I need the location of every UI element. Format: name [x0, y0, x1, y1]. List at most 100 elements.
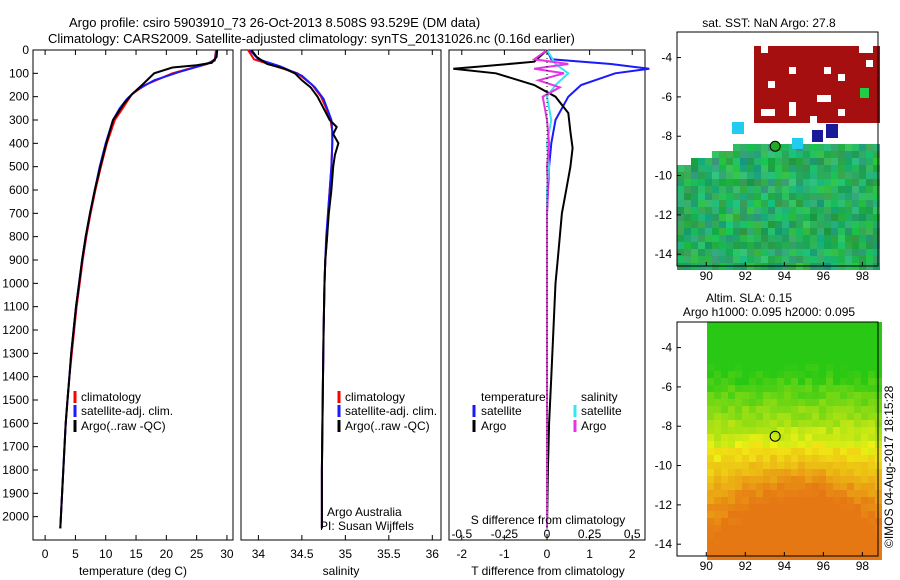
legend-climatology-label: climatology — [81, 390, 141, 404]
sla-cell — [714, 350, 721, 357]
sla-cell — [749, 371, 756, 378]
sst-cell — [719, 207, 726, 214]
sla-cell — [777, 448, 784, 455]
sla-cell — [847, 518, 854, 525]
sst-cell — [859, 67, 866, 74]
sla-cell — [714, 462, 721, 469]
sla-cell — [833, 364, 840, 371]
sst-cell — [852, 256, 859, 263]
sst-cell — [831, 53, 838, 60]
sst-cell — [761, 165, 768, 172]
sst-cell — [684, 186, 691, 193]
sla-cell — [763, 532, 770, 539]
sla-cell — [770, 476, 777, 483]
sla-cell — [868, 455, 875, 462]
sst-cell — [866, 172, 873, 179]
sst-cell — [845, 228, 852, 235]
sla-cell — [728, 518, 735, 525]
sst-cell — [677, 235, 684, 242]
sla-cell — [735, 511, 742, 518]
sla-cell — [770, 413, 777, 420]
sla-cell — [812, 378, 819, 385]
sst-cell — [831, 200, 838, 207]
sla-cell — [798, 497, 805, 504]
sla-cell — [777, 469, 784, 476]
sla-cell — [756, 434, 763, 441]
sla-cell — [805, 476, 812, 483]
sla-cell — [833, 413, 840, 420]
sst-cell — [719, 249, 726, 256]
sla-cell — [854, 385, 861, 392]
sst-cell — [873, 214, 880, 221]
sla-cell — [847, 462, 854, 469]
sst-cell — [719, 242, 726, 249]
sst-cell — [733, 207, 740, 214]
sst-cell — [782, 249, 789, 256]
sst-cell — [733, 151, 740, 158]
sst-cell — [684, 179, 691, 186]
sla-cell — [714, 364, 721, 371]
sst-cell — [824, 151, 831, 158]
sst-cell — [789, 46, 796, 53]
sla-cell — [721, 476, 728, 483]
sst-cell — [768, 53, 775, 60]
sla-cell — [847, 336, 854, 343]
y-tick-label: 2000 — [2, 510, 29, 524]
sla-cell — [777, 329, 784, 336]
sla-cell — [735, 329, 742, 336]
sst-cell — [782, 165, 789, 172]
sla-cell — [714, 420, 721, 427]
legend-climatology-label: climatology — [345, 390, 405, 404]
sst-cell — [789, 235, 796, 242]
y-tick-label: 1300 — [2, 346, 29, 360]
sla-cell — [868, 343, 875, 350]
sst-cell — [726, 172, 733, 179]
sst-cell — [852, 249, 859, 256]
sla-cell — [777, 420, 784, 427]
sla-cell — [735, 322, 742, 329]
sst-cell — [733, 165, 740, 172]
sla-cell — [728, 511, 735, 518]
sst-cell — [859, 95, 866, 102]
sst-cell — [740, 207, 747, 214]
series-salinity-argo — [531, 49, 569, 529]
sst-cell — [684, 207, 691, 214]
sst-cell — [838, 95, 845, 102]
sla-cell — [847, 476, 854, 483]
sst-cell — [824, 46, 831, 53]
sst-cell — [712, 221, 719, 228]
sla-cell — [721, 364, 728, 371]
sst-cell — [810, 207, 817, 214]
sst-cell — [824, 116, 831, 123]
sla-cell — [756, 532, 763, 539]
sst-cell — [768, 60, 775, 67]
sla-cell — [847, 378, 854, 385]
sst-cell — [726, 207, 733, 214]
sla-cell — [756, 350, 763, 357]
sla-cell — [777, 392, 784, 399]
sla-cell — [728, 336, 735, 343]
sst-cell — [761, 186, 768, 193]
sla-cell — [861, 371, 868, 378]
sla-cell — [735, 469, 742, 476]
sla-cell — [826, 336, 833, 343]
sst-cell — [712, 158, 719, 165]
sst-cell — [845, 214, 852, 221]
sst-cell — [754, 60, 761, 67]
sla-cell — [840, 490, 847, 497]
sst-cell — [810, 221, 817, 228]
sst-cell — [789, 158, 796, 165]
sst-cell — [789, 81, 796, 88]
sla-cell — [840, 539, 847, 546]
sst-cell — [859, 249, 866, 256]
sla-cell — [770, 525, 777, 532]
series-temperature-argo — [453, 49, 574, 529]
sst-cell — [810, 172, 817, 179]
sst-cell — [817, 221, 824, 228]
sst-cell — [712, 186, 719, 193]
sst-cell — [740, 228, 747, 235]
sla-cell — [868, 448, 875, 455]
sst-cell — [873, 242, 880, 249]
sla-cell — [868, 329, 875, 336]
